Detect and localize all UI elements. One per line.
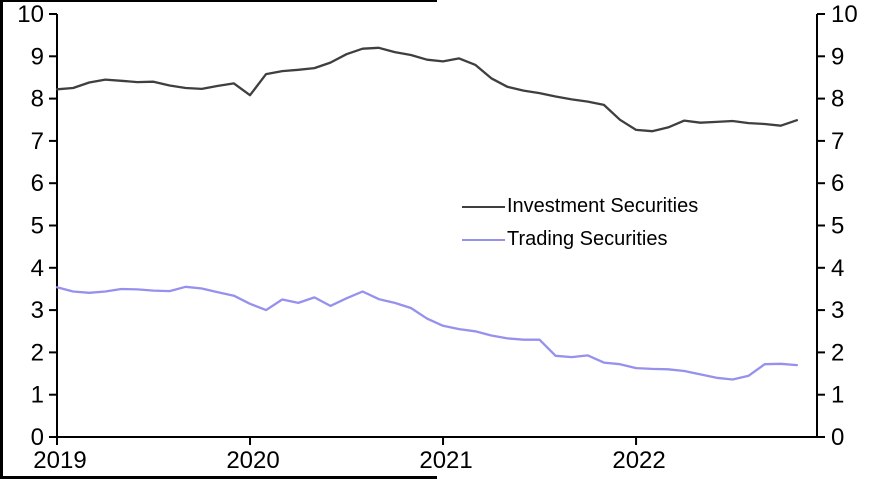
svg-text:2019: 2019 xyxy=(33,447,86,474)
svg-text:2022: 2022 xyxy=(612,447,665,474)
svg-text:10: 10 xyxy=(17,1,44,28)
legend-item-investment-securities: Investment Securities xyxy=(462,190,698,223)
svg-text:7: 7 xyxy=(831,128,844,155)
svg-text:0: 0 xyxy=(31,424,44,451)
svg-text:2: 2 xyxy=(31,339,44,366)
svg-text:6: 6 xyxy=(831,170,844,197)
svg-text:3: 3 xyxy=(831,297,844,324)
svg-text:7: 7 xyxy=(31,128,44,155)
frame-border-bottom xyxy=(0,476,437,479)
svg-text:5: 5 xyxy=(31,213,44,240)
svg-text:2021: 2021 xyxy=(419,447,472,474)
svg-text:0: 0 xyxy=(831,424,844,451)
svg-text:9: 9 xyxy=(831,43,844,70)
svg-text:2: 2 xyxy=(831,339,844,366)
svg-text:8: 8 xyxy=(831,86,844,113)
legend-label-trading-securities: Trading Securities xyxy=(507,228,668,250)
svg-text:10: 10 xyxy=(831,1,858,28)
legend-label-investment-securities: Investment Securities xyxy=(507,195,699,217)
legend-item-trading-securities: Trading Securities xyxy=(462,223,698,256)
svg-text:4: 4 xyxy=(31,255,44,282)
svg-text:9: 9 xyxy=(31,43,44,70)
svg-text:2020: 2020 xyxy=(226,447,279,474)
svg-text:4: 4 xyxy=(831,255,844,282)
frame-border-left xyxy=(0,0,3,479)
svg-text:3: 3 xyxy=(31,297,44,324)
legend-line-investment-icon xyxy=(462,205,505,208)
svg-text:8: 8 xyxy=(31,86,44,113)
legend: Investment Securities Trading Securities xyxy=(462,190,698,256)
svg-text:1: 1 xyxy=(31,382,44,409)
svg-text:6: 6 xyxy=(31,170,44,197)
svg-text:5: 5 xyxy=(831,213,844,240)
svg-text:1: 1 xyxy=(831,382,844,409)
frame-border-top xyxy=(0,0,437,2)
legend-line-trading-icon xyxy=(462,238,505,241)
